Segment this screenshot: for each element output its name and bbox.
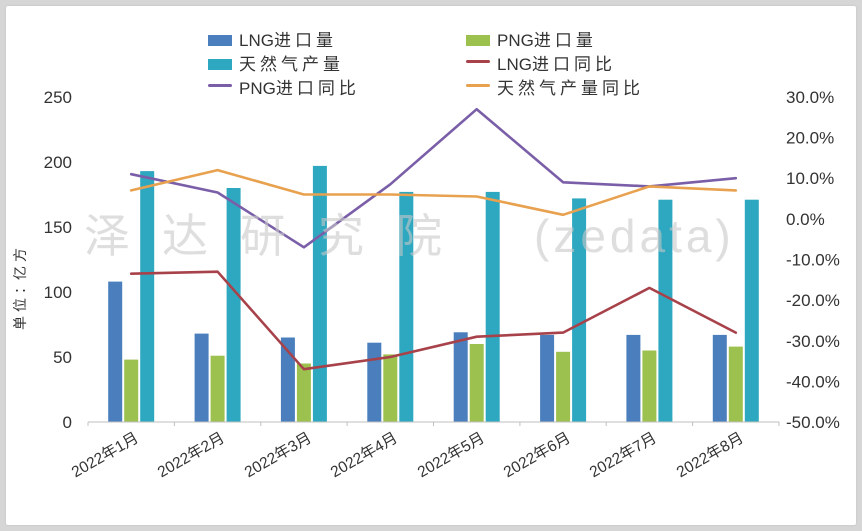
svg-text:10.0%: 10.0% xyxy=(786,169,834,188)
svg-text:-50.0%: -50.0% xyxy=(786,413,840,432)
svg-text:-10.0%: -10.0% xyxy=(786,251,840,270)
svg-text:200: 200 xyxy=(44,153,72,172)
svg-text:-30.0%: -30.0% xyxy=(786,332,840,351)
svg-text:0.0%: 0.0% xyxy=(786,210,825,229)
svg-text:150: 150 xyxy=(44,218,72,237)
svg-text:50: 50 xyxy=(53,348,72,367)
svg-text:100: 100 xyxy=(44,283,72,302)
svg-text:-40.0%: -40.0% xyxy=(786,372,840,391)
svg-text:-20.0%: -20.0% xyxy=(786,291,840,310)
svg-text:20.0%: 20.0% xyxy=(786,129,834,148)
svg-text:30.0%: 30.0% xyxy=(786,88,834,107)
svg-text:250: 250 xyxy=(44,88,72,107)
svg-text:0: 0 xyxy=(63,413,72,432)
